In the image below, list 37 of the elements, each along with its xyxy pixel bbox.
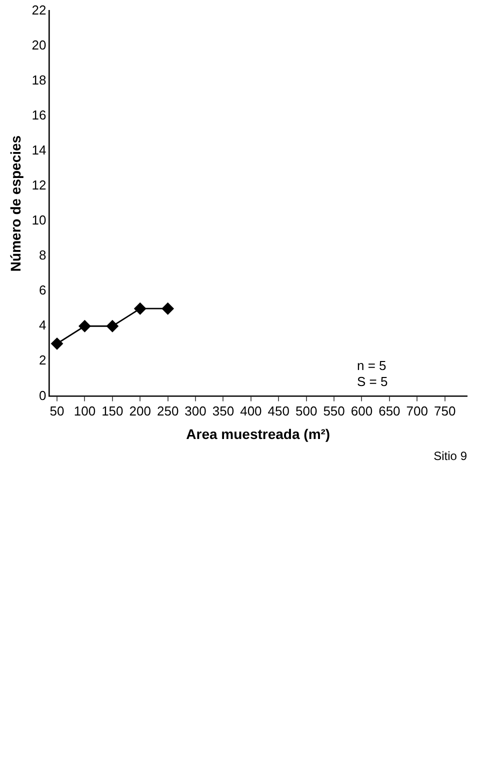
y-tick-label: 8: [39, 248, 46, 263]
y-tick-label: 20: [32, 37, 46, 52]
annotation: S = 5: [357, 374, 388, 389]
y-tick-label: 4: [39, 318, 46, 333]
y-tick-label: 0: [39, 388, 46, 403]
point: [134, 302, 146, 315]
point: [51, 338, 64, 350]
x-tick-label: 300: [184, 404, 206, 419]
x-tick-label: 500: [295, 404, 318, 419]
x-tick-label: 350: [212, 404, 234, 419]
point: [162, 302, 174, 315]
y-tick-label: 12: [32, 178, 46, 193]
x-tick-label: 50: [50, 404, 64, 419]
point: [78, 320, 91, 332]
x-tick-label: 700: [406, 404, 428, 419]
point: [106, 320, 118, 332]
y-tick-label: 18: [32, 72, 46, 88]
x-tick-label: 200: [129, 404, 151, 419]
y-tick-label: 6: [39, 282, 46, 298]
y-tick-label: 2: [39, 352, 46, 368]
x-tick-label: 250: [156, 404, 179, 419]
x-tick-label: 750: [434, 404, 456, 419]
x-axis-title: Area muestreada (m²): [186, 426, 330, 442]
y-tick-label: 14: [32, 142, 46, 158]
x-tick-label: 450: [268, 404, 290, 419]
x-tick-label: 100: [74, 404, 96, 419]
x-tick-label: 550: [323, 404, 345, 419]
y-axis-title: Número de especies: [7, 135, 24, 272]
x-tick-label: 150: [102, 404, 124, 419]
x-tick-label: 650: [378, 404, 400, 419]
y-tick-label: 10: [32, 212, 46, 228]
annotation: n = 5: [357, 358, 386, 373]
x-tick-label: 400: [240, 404, 262, 419]
y-tick-label: 16: [32, 107, 46, 122]
text: Sitio 9: [434, 449, 468, 464]
x-tick-label: 600: [350, 404, 373, 419]
y-tick-label: 22: [32, 2, 46, 18]
